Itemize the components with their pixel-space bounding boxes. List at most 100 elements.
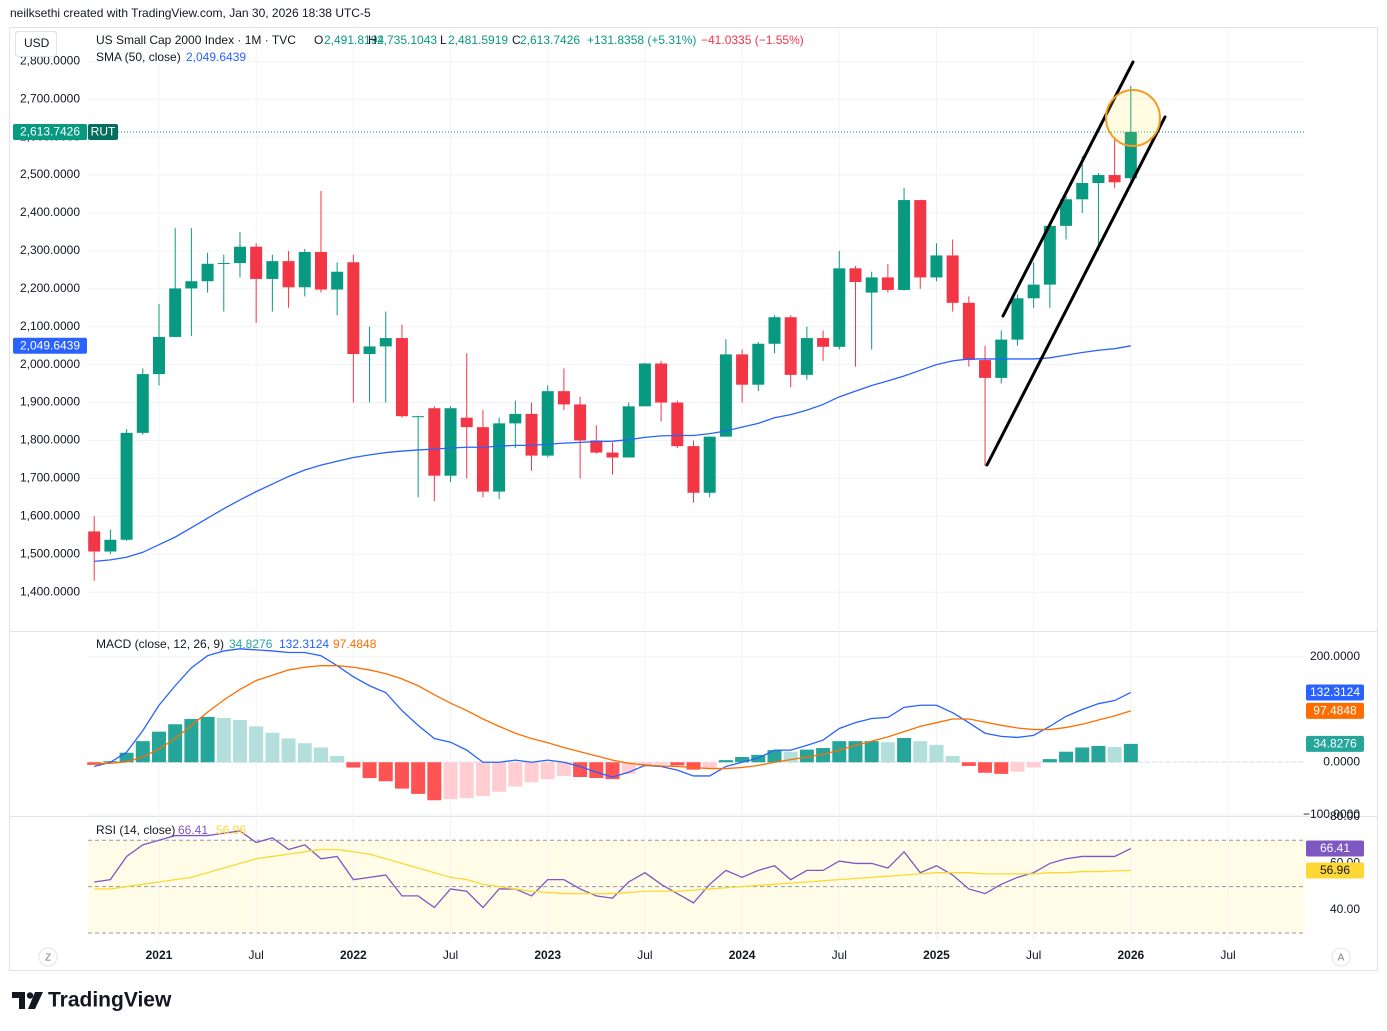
- histogram-bar: [913, 741, 928, 763]
- legend: USD US Small Cap 2000 Index · 1M · TVC O…: [15, 31, 804, 837]
- candle-body: [509, 413, 522, 424]
- value-badge-bg: [1306, 684, 1364, 701]
- histogram-bar: [589, 762, 604, 779]
- signal-value: 97.4848: [333, 637, 377, 651]
- candle-body: [557, 391, 570, 405]
- candle-body: [525, 413, 538, 456]
- value-badge: 97.4848: [1313, 703, 1357, 717]
- histogram-bar: [475, 762, 490, 797]
- histogram-bar: [556, 762, 571, 776]
- value-badge: 34.8276: [1313, 737, 1357, 751]
- candle-body: [1108, 175, 1121, 183]
- candle-body: [266, 261, 279, 279]
- y-tick-label: 1,800.0000: [20, 433, 80, 447]
- candle-body: [493, 423, 506, 492]
- x-tick-label: Jul: [637, 948, 652, 962]
- logo-text: TradingView: [48, 989, 172, 1012]
- rsi-value: 66.41: [178, 823, 208, 837]
- logo-icon: [12, 992, 25, 1009]
- ohlc-letter: H: [368, 33, 377, 47]
- candle-body: [201, 263, 214, 282]
- candle-body: [898, 200, 911, 290]
- candle-body: [574, 404, 587, 441]
- histogram-bar: [459, 762, 474, 799]
- candle-body: [655, 363, 668, 403]
- y-tick-label: 1,700.0000: [20, 471, 80, 485]
- candle-body: [428, 408, 441, 476]
- candle-body: [347, 262, 360, 355]
- candle-body: [865, 277, 878, 293]
- macd-hist-value: 34.8276: [229, 637, 273, 651]
- y-tick-label: 2,500.0000: [20, 167, 80, 181]
- close-value: 2,613.7426: [520, 33, 580, 47]
- candle-body: [752, 343, 765, 385]
- histogram-bar: [816, 748, 831, 763]
- histogram-bar: [346, 762, 361, 768]
- candle-body: [1043, 225, 1056, 285]
- attribution: neilksethi created with TradingView.com,…: [10, 6, 371, 20]
- candle-body: [590, 440, 603, 453]
- y-tick-label: 1,600.0000: [20, 508, 80, 522]
- y-tick-label: 2,300.0000: [20, 243, 80, 257]
- histogram-bar: [1091, 745, 1106, 763]
- candle-body: [962, 302, 975, 361]
- x-tick-label: Jul: [1026, 948, 1041, 962]
- candle-body: [136, 374, 149, 433]
- rsi-ma-value: 56.96: [216, 823, 246, 837]
- histogram-bar: [492, 762, 507, 792]
- indicator-line: [94, 848, 1131, 895]
- candle-body: [1076, 183, 1089, 200]
- x-tick-label: Jul: [832, 948, 847, 962]
- y-tick-label: 1,400.0000: [20, 584, 80, 598]
- y-tick-label: 80.00: [1330, 809, 1360, 823]
- histogram-bar: [297, 743, 312, 763]
- histogram-bar: [978, 762, 993, 773]
- histogram-bar: [929, 744, 944, 763]
- candle-body: [606, 452, 619, 458]
- button-label: Z: [45, 953, 51, 964]
- candle-body: [881, 277, 894, 290]
- histogram-bar: [654, 762, 669, 765]
- histogram-bar: [443, 762, 458, 800]
- candle-body: [833, 268, 846, 347]
- value-badge-bg: [1306, 735, 1364, 752]
- y-tick-label: 40.00: [1330, 902, 1360, 916]
- candle-body: [152, 336, 165, 375]
- currency-box[interactable]: [15, 31, 57, 57]
- candle-body: [1060, 199, 1073, 226]
- indicator-line: [94, 648, 1132, 778]
- button[interactable]: [38, 947, 58, 967]
- button[interactable]: [1331, 947, 1351, 967]
- candle-body: [914, 200, 927, 278]
- value-badge: 132.3124: [1310, 685, 1360, 699]
- histogram-bar: [362, 762, 377, 779]
- candle-body: [444, 408, 457, 476]
- y-tick-label: 2,400.0000: [20, 205, 80, 219]
- histogram-bar: [168, 724, 183, 763]
- candle-body: [1011, 298, 1024, 340]
- ohlc-letter: L: [440, 33, 447, 47]
- x-tick-label: Jul: [443, 948, 458, 962]
- histogram-bar: [216, 717, 231, 763]
- candle-body: [363, 346, 376, 355]
- value-badge: 56.96: [1320, 863, 1350, 877]
- histogram-bar: [524, 762, 539, 783]
- histogram-bar: [265, 732, 280, 763]
- histogram-bar: [994, 762, 1009, 774]
- candle-body: [169, 288, 182, 337]
- histogram-bar: [880, 742, 895, 763]
- histogram-bar: [313, 747, 328, 763]
- y-tick-label: 2,100.0000: [20, 319, 80, 333]
- histogram-bar: [232, 720, 247, 763]
- ohlc-letter: O: [314, 33, 323, 47]
- indicator-line: [94, 345, 1131, 563]
- y-tick-label: 200.0000: [1310, 649, 1360, 663]
- histogram-bar: [184, 718, 199, 763]
- histogram-bar: [249, 726, 264, 763]
- candle-body: [395, 338, 408, 417]
- candle-body: [217, 263, 230, 265]
- candle-body: [622, 406, 635, 458]
- histogram-bar: [200, 716, 215, 763]
- histogram-bar: [702, 762, 717, 769]
